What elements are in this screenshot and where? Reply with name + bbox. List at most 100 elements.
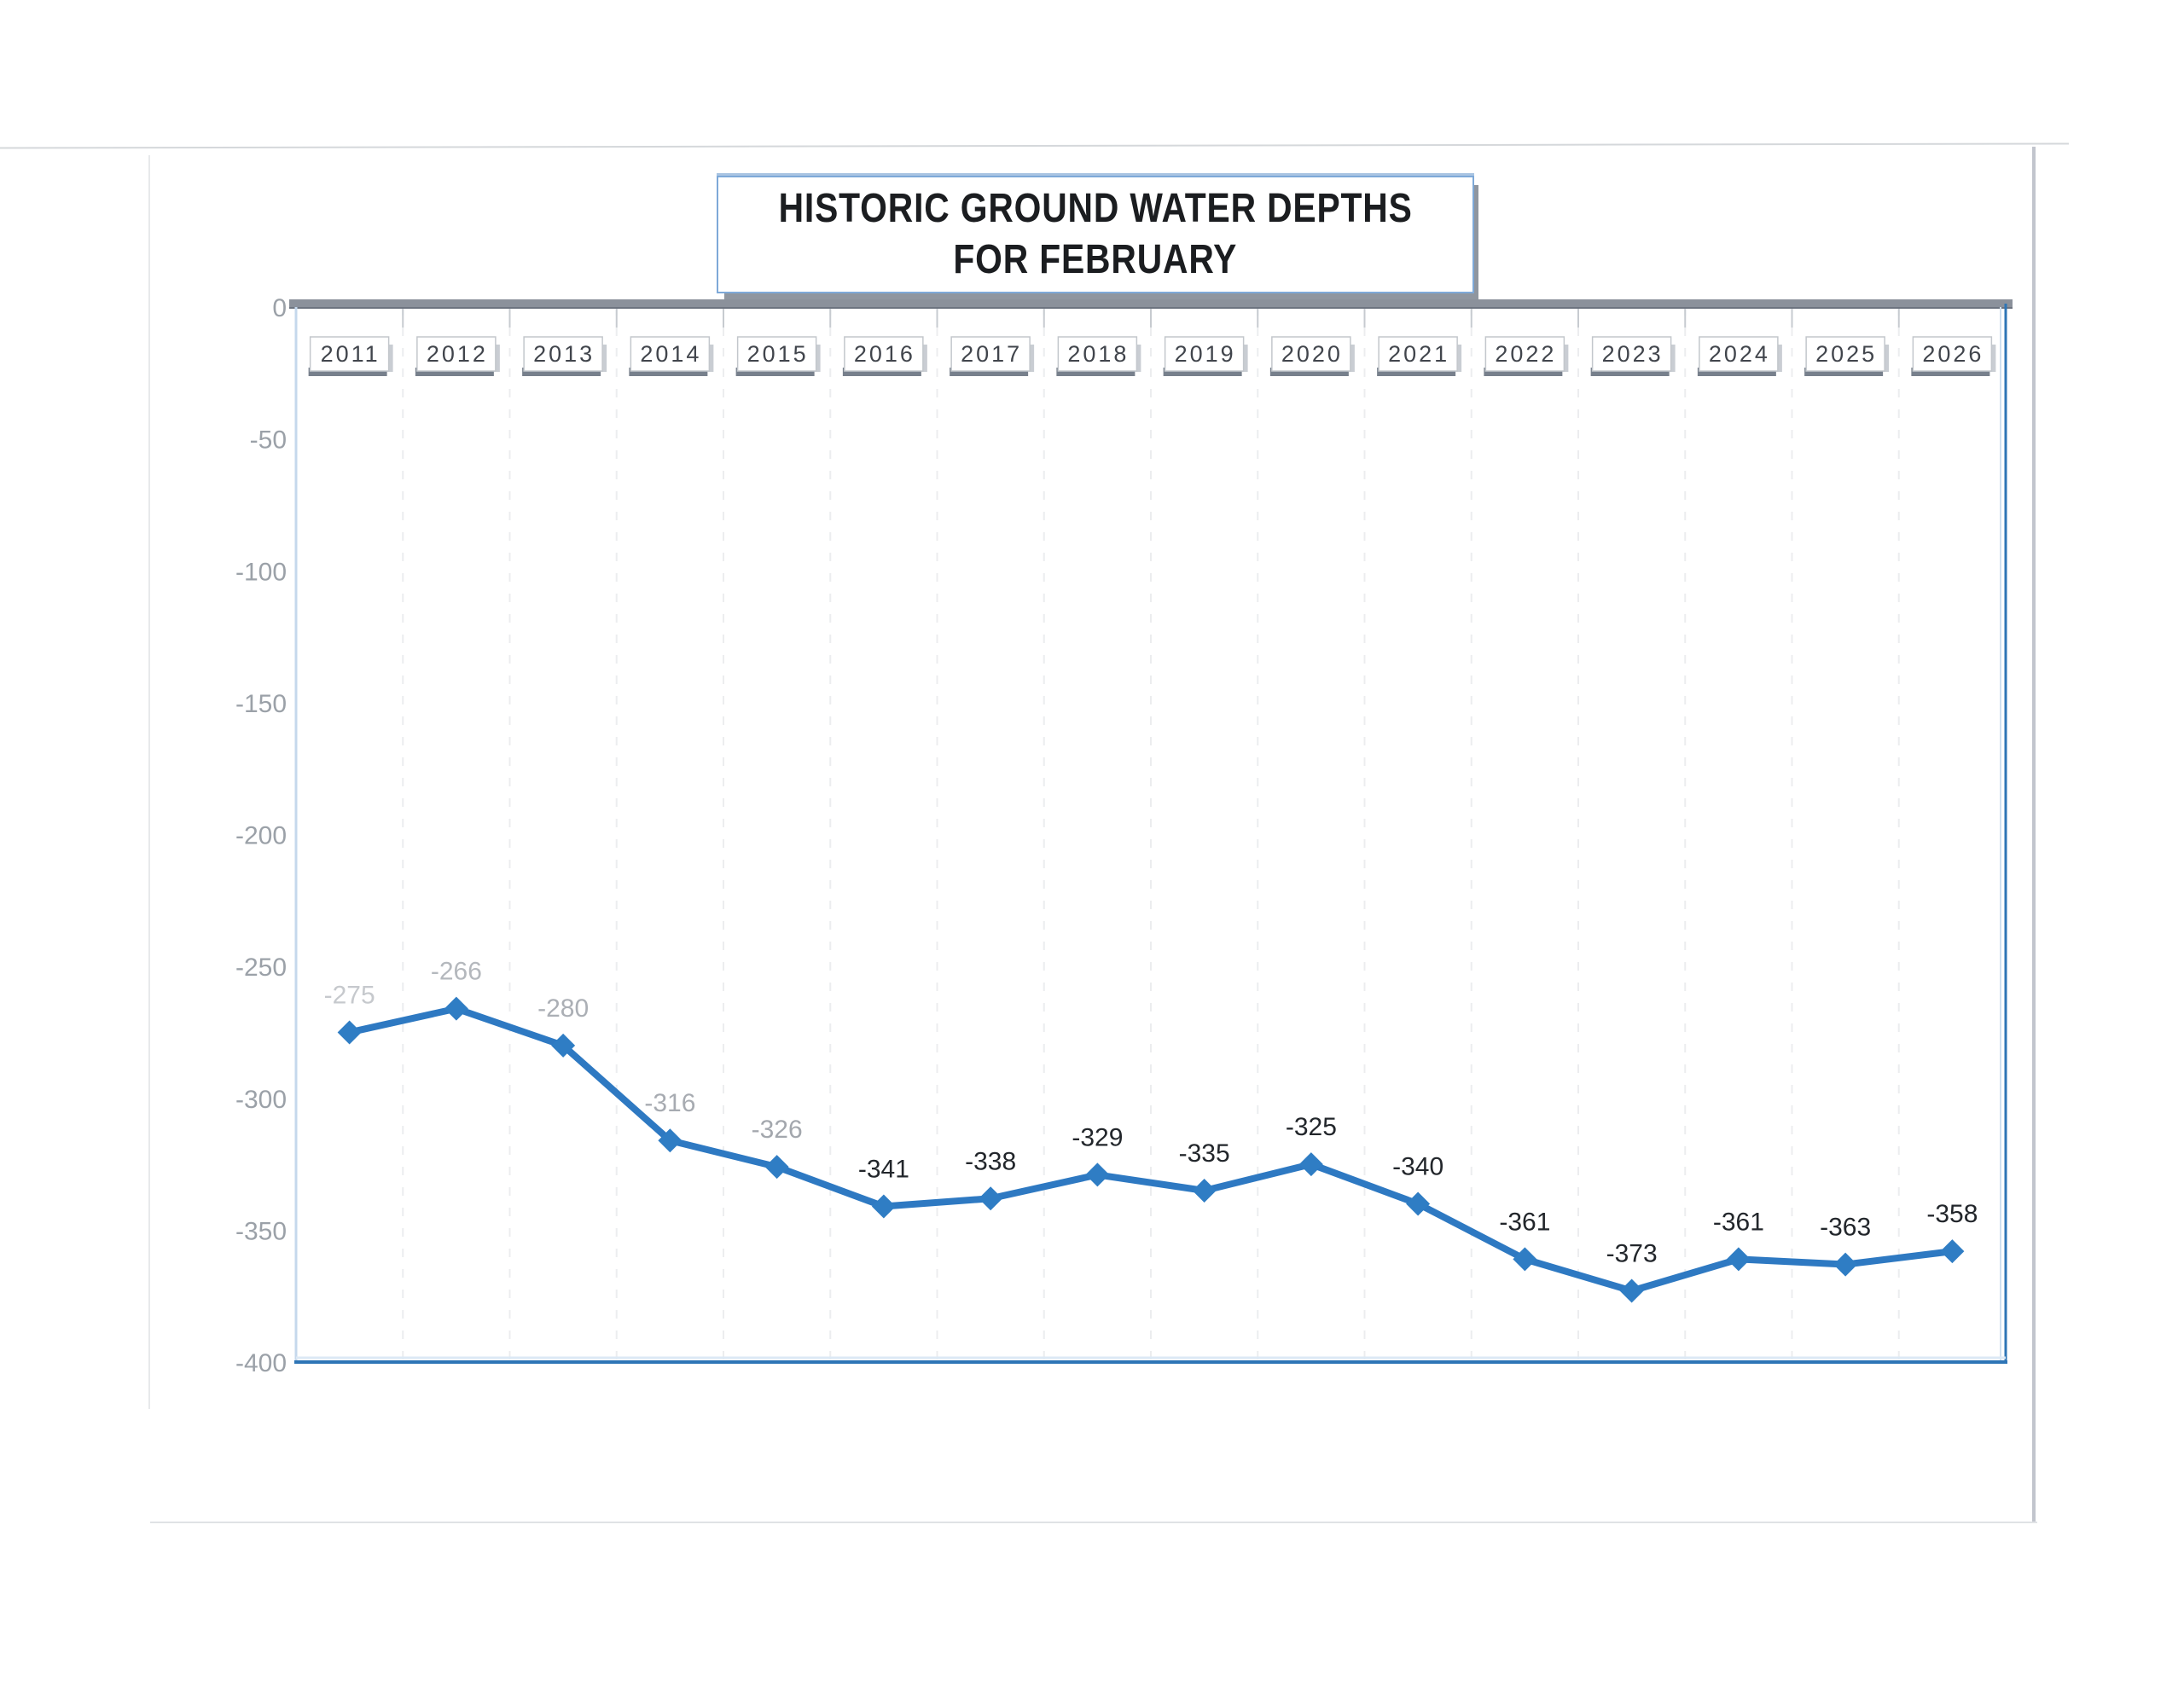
data-point-2021 <box>1406 1191 1431 1216</box>
data-point-2025 <box>1833 1252 1858 1277</box>
year-label-shadow-right <box>1135 345 1141 372</box>
year-label-box <box>523 336 603 372</box>
data-point-2017 <box>979 1186 1003 1211</box>
data-point-2023 <box>1619 1278 1644 1303</box>
chart-title-line1: HISTORIC GROUND WATER DEPTHS <box>778 186 1413 231</box>
x-axis-year-label: 2014 <box>640 341 701 367</box>
year-label-shadow-right <box>814 345 821 372</box>
year-label-shadow <box>1377 368 1456 376</box>
x-axis-year-label: 2015 <box>747 341 809 367</box>
year-label-shadow-right <box>1989 345 1996 372</box>
y-axis-tick-label: -350 <box>235 1217 287 1245</box>
data-label-2022: -361 <box>1499 1208 1550 1236</box>
year-label-shadow-right <box>1348 345 1355 372</box>
data-label-2016: -341 <box>858 1156 909 1184</box>
data-point-2018 <box>1085 1162 1110 1187</box>
y-axis-tick-label: 0 <box>272 294 287 322</box>
data-label-2012: -266 <box>431 958 482 986</box>
data-label-2014: -316 <box>644 1089 695 1117</box>
chart-title-box: HISTORIC GROUND WATER DEPTHS FOR FEBRUAR… <box>717 176 1474 293</box>
data-label-2011: -275 <box>324 981 375 1009</box>
x-axis-year-label: 2021 <box>1388 341 1449 367</box>
y-axis-tick-label: -150 <box>235 690 287 718</box>
year-label-box <box>736 336 817 372</box>
data-label-2017: -338 <box>965 1147 1016 1175</box>
year-label-shadow <box>522 368 601 376</box>
year-label-shadow <box>1163 368 1242 376</box>
year-label-box <box>416 336 497 372</box>
year-label-shadow <box>1911 368 1990 376</box>
year-label-box <box>844 336 924 372</box>
y-axis-tick-label: -100 <box>235 558 287 586</box>
year-label-box <box>1057 336 1138 372</box>
data-point-2011 <box>337 1020 362 1045</box>
data-label-2021: -340 <box>1392 1152 1443 1180</box>
year-label-shadow <box>308 368 387 376</box>
year-label-shadow-right <box>921 345 927 372</box>
data-label-2023: -373 <box>1606 1240 1658 1268</box>
year-label-shadow-right <box>1241 345 1248 372</box>
year-label-box <box>1699 336 1779 372</box>
data-point-2026 <box>1940 1239 1965 1264</box>
year-label-box <box>1378 336 1458 372</box>
data-label-2024: -361 <box>1713 1208 1764 1236</box>
x-axis-year-label: 2016 <box>854 341 915 367</box>
year-label-shadow-right <box>386 345 393 372</box>
page-edge-left <box>148 155 150 1409</box>
year-label-shadow <box>1697 368 1776 376</box>
data-label-2020: -325 <box>1286 1113 1337 1141</box>
y-axis-tick-label: -400 <box>235 1349 287 1377</box>
page-edge-bottom <box>150 1522 2037 1523</box>
x-axis-year-label: 2023 <box>1602 341 1664 367</box>
x-axis-year-label: 2013 <box>533 341 595 367</box>
x-axis-year-label: 2019 <box>1175 341 1236 367</box>
year-label-box <box>1271 336 1351 372</box>
y-axis-tick-label: -250 <box>235 954 287 982</box>
year-label-shadow <box>842 368 921 376</box>
data-label-2018: -329 <box>1072 1123 1123 1151</box>
data-label-2013: -280 <box>537 994 589 1023</box>
data-point-2014 <box>658 1128 682 1153</box>
data-point-2024 <box>1726 1247 1751 1272</box>
data-point-2012 <box>444 996 468 1021</box>
data-point-2013 <box>551 1033 576 1058</box>
data-label-2015: -326 <box>752 1116 803 1144</box>
year-label-shadow <box>950 368 1029 376</box>
x-axis-year-label: 2012 <box>427 341 488 367</box>
year-label-shadow-right <box>1562 345 1569 372</box>
year-label-box <box>1912 336 1993 372</box>
chart-title-line2: FOR FEBRUARY <box>953 237 1238 282</box>
x-axis-zero-line <box>289 299 2013 307</box>
year-label-shadow <box>1056 368 1136 376</box>
year-label-box <box>309 336 390 372</box>
year-label-shadow-right <box>1775 345 1782 372</box>
data-point-2016 <box>871 1194 896 1219</box>
year-label-box <box>1591 336 1672 372</box>
x-axis-year-label: 2025 <box>1815 341 1877 367</box>
x-axis-year-label: 2018 <box>1067 341 1129 367</box>
y-axis-tick-label: -200 <box>235 822 287 850</box>
year-label-shadow-right <box>707 345 714 372</box>
year-label-shadow <box>629 368 708 376</box>
year-label-shadow <box>735 368 815 376</box>
year-label-shadow-right <box>1028 345 1035 372</box>
year-label-shadow <box>1590 368 1670 376</box>
year-label-shadow <box>1269 368 1349 376</box>
year-label-box <box>1164 336 1245 372</box>
year-label-shadow <box>1804 368 1884 376</box>
year-label-box <box>950 336 1031 372</box>
year-label-box <box>630 336 711 372</box>
year-label-shadow-right <box>1455 345 1462 372</box>
y-axis-tick-label: -50 <box>250 426 287 455</box>
year-label-shadow-right <box>1883 345 1890 372</box>
x-axis-year-label: 2020 <box>1281 341 1343 367</box>
x-axis-year-label: 2017 <box>961 341 1022 367</box>
year-label-shadow <box>415 368 494 376</box>
year-label-shadow-right <box>493 345 500 372</box>
year-label-box <box>1484 336 1565 372</box>
data-label-2019: -335 <box>1179 1139 1230 1168</box>
data-point-2015 <box>764 1155 789 1180</box>
y-axis-tick-label: -300 <box>235 1086 287 1114</box>
